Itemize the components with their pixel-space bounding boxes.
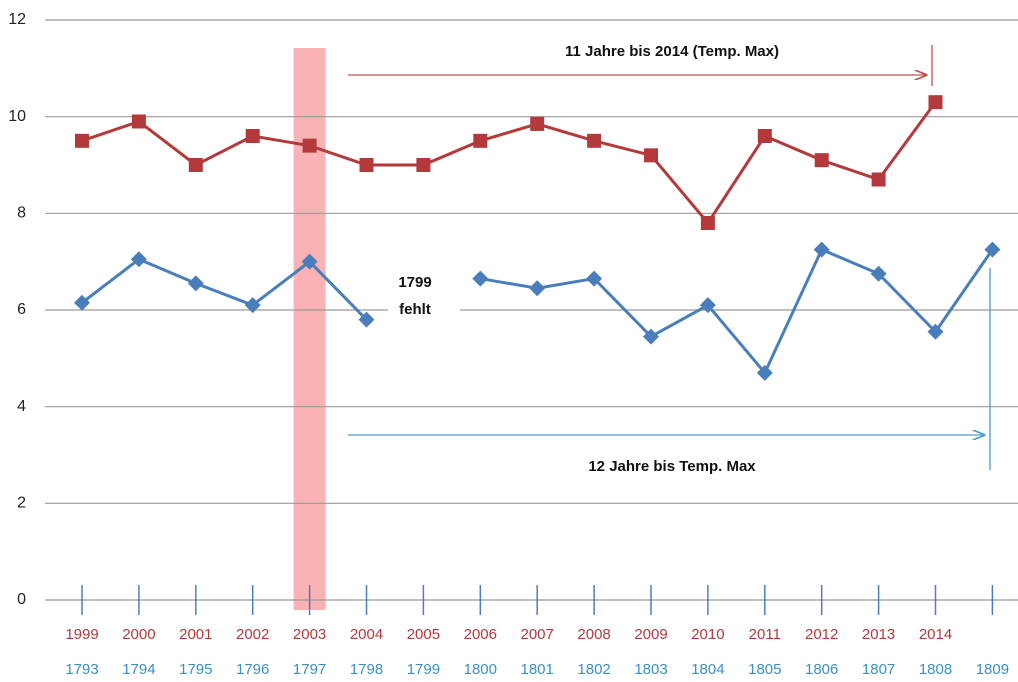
data-point bbox=[700, 216, 715, 230]
data-point bbox=[358, 311, 375, 328]
y-tick-label: 12 bbox=[8, 11, 26, 28]
data-point bbox=[473, 133, 488, 148]
annotation: 12 Jahre bis Temp. Max bbox=[588, 458, 756, 475]
x-tick-label-secondary: 1800 bbox=[464, 661, 497, 678]
x-tick-label: 2003 bbox=[293, 626, 326, 643]
x-tick-label: 2000 bbox=[122, 626, 155, 643]
x-tick-label-secondary: 1807 bbox=[862, 661, 895, 678]
data-point bbox=[984, 241, 1001, 258]
data-point bbox=[587, 133, 602, 148]
y-tick-label: 2 bbox=[17, 495, 26, 512]
data-point bbox=[130, 251, 147, 268]
x-tick-label-secondary: 1799 bbox=[407, 661, 440, 678]
x-tick-label-secondary: 1805 bbox=[748, 661, 781, 678]
data-point bbox=[416, 158, 431, 172]
data-point bbox=[359, 158, 374, 172]
x-tick-label: 2002 bbox=[236, 626, 269, 643]
data-point bbox=[814, 153, 829, 168]
x-tick-label: 2012 bbox=[805, 626, 838, 643]
x-tick-label: 2006 bbox=[464, 626, 497, 643]
x-tick-label: 2011 bbox=[749, 626, 781, 643]
data-point bbox=[699, 297, 716, 314]
x-tick-label: 2008 bbox=[577, 626, 610, 643]
series-line bbox=[81, 101, 937, 226]
annotation: 11 Jahre bis 2014 (Temp. Max) bbox=[565, 43, 779, 60]
x-tick-label-secondary: 1809 bbox=[976, 661, 1009, 678]
data-point bbox=[302, 138, 317, 153]
highlight-band bbox=[293, 48, 326, 610]
x-tick-label-secondary: 1804 bbox=[691, 661, 724, 678]
y-tick-label: 4 bbox=[17, 398, 26, 415]
x-tick-label-secondary: 1795 bbox=[179, 661, 212, 678]
x-tick-label: 2014 bbox=[919, 626, 952, 643]
y-tick-label: 8 bbox=[17, 205, 26, 222]
data-point bbox=[187, 275, 204, 292]
x-tick-label-secondary: 1797 bbox=[293, 661, 326, 678]
data-point bbox=[472, 270, 489, 287]
data-point bbox=[301, 253, 318, 270]
x-tick-label-secondary: 1793 bbox=[65, 661, 98, 678]
data-point bbox=[245, 129, 260, 143]
x-tick-label-secondary: 1794 bbox=[122, 661, 155, 678]
y-tick-label: 6 bbox=[17, 301, 26, 318]
x-tick-label-secondary: 1803 bbox=[634, 661, 667, 678]
data-point bbox=[75, 133, 89, 148]
x-tick-label: 2009 bbox=[634, 626, 667, 643]
x-tick-label: 1999 bbox=[65, 626, 98, 643]
data-point bbox=[643, 328, 659, 345]
x-tick-label: 2005 bbox=[407, 626, 440, 643]
data-point bbox=[927, 323, 944, 340]
y-tick-label: 10 bbox=[8, 108, 26, 125]
x-tick-label-secondary: 1808 bbox=[919, 661, 952, 678]
data-point bbox=[530, 116, 545, 131]
data-point bbox=[870, 265, 887, 282]
data-point bbox=[188, 158, 203, 172]
x-tick-label: 2013 bbox=[862, 626, 895, 643]
x-tick-label-secondary: 1806 bbox=[805, 661, 838, 678]
x-tick-label-secondary: 1801 bbox=[521, 661, 554, 678]
data-point bbox=[871, 172, 886, 187]
x-tick-label: 2007 bbox=[521, 626, 554, 643]
data-point bbox=[928, 95, 943, 110]
data-point bbox=[529, 280, 546, 297]
data-point bbox=[586, 270, 603, 287]
x-tick-label: 2004 bbox=[350, 626, 383, 643]
annotation: fehlt bbox=[399, 301, 431, 318]
data-point bbox=[757, 129, 772, 143]
data-point bbox=[244, 297, 261, 314]
data-point bbox=[131, 114, 146, 129]
x-tick-label-secondary: 1802 bbox=[577, 661, 610, 678]
annotation: 1799 bbox=[398, 274, 431, 291]
y-tick-label: 0 bbox=[17, 591, 26, 608]
data-point bbox=[813, 241, 830, 258]
x-tick-label-secondary: 1796 bbox=[236, 661, 269, 678]
data-point bbox=[756, 364, 773, 381]
data-point bbox=[74, 294, 90, 311]
series-line bbox=[81, 247, 994, 376]
x-tick-label: 2001 bbox=[179, 626, 212, 643]
label-bg bbox=[388, 268, 460, 324]
x-tick-label: 2010 bbox=[691, 626, 724, 643]
x-tick-label-secondary: 1798 bbox=[350, 661, 383, 678]
data-point bbox=[644, 148, 658, 163]
